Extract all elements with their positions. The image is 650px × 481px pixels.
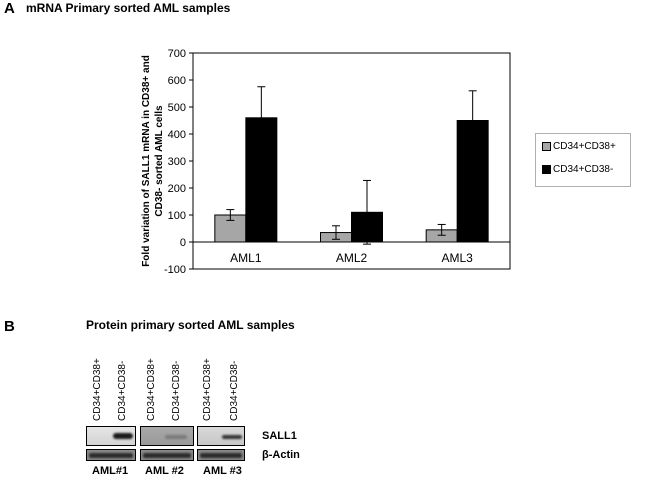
lane-label-1: CD34+CD38+ — [92, 358, 103, 421]
lane-label-4: CD34+CD38- — [171, 360, 182, 421]
y-tick-label-0: -100 — [164, 264, 186, 276]
blot-sall1-aml1 — [86, 426, 136, 446]
x-tick-label-aml3: AML3 — [441, 251, 473, 265]
blot-label-actin: β-Actin — [262, 449, 300, 461]
blot-actin-aml2 — [140, 449, 194, 461]
panel-a-letter: A — [4, 0, 15, 17]
blot-label-sall1: SALL1 — [262, 430, 297, 442]
panel-b-title: Protein primary sorted AML samples — [86, 318, 295, 332]
lane-label-2: CD34+CD38- — [117, 360, 128, 421]
band-actin-aml2 — [143, 453, 191, 458]
sample-label-aml1: AML#1 — [92, 465, 129, 477]
lane-label-6: CD34+CD38- — [229, 360, 240, 421]
bar-chart: -100 0 100 200 300 400 500 600 700 AML1 AML2 AML3 Fo… — [141, 48, 511, 276]
sample-label-aml2: AML #2 — [145, 465, 184, 477]
band-actin-aml3 — [200, 453, 242, 458]
legend-label-series-2: CD34+CD38- — [553, 164, 614, 175]
chart-legend: CD34+CD38+ CD34+CD38- — [535, 133, 631, 187]
blot-sall1-aml3 — [197, 426, 245, 446]
lane-label-3: CD34+CD38+ — [146, 358, 157, 421]
panel-b-letter: B — [4, 318, 15, 335]
x-tick-label-aml2: AML2 — [336, 251, 368, 265]
legend-label-series-1: CD34+CD38+ — [553, 141, 616, 152]
y-tick-label-7: 600 — [168, 75, 186, 87]
legend-item-series-1: CD34+CD38+ — [542, 141, 616, 152]
band-sall1-aml2 — [165, 435, 187, 439]
band-sall1-aml3 — [222, 435, 242, 439]
blot-actin-aml3 — [197, 449, 245, 461]
legend-swatch-series-1 — [542, 141, 551, 151]
y-tick-label-4: 300 — [168, 156, 186, 168]
y-axis-label: Fold variation of SALL1 mRNA in CD38+ an… — [141, 55, 165, 267]
band-actin-aml1 — [89, 453, 133, 458]
band-sall1-aml1 — [113, 433, 133, 439]
y-tick-label-2: 100 — [168, 210, 186, 222]
y-tick-label-3: 200 — [168, 183, 186, 195]
y-tick-label-1: 0 — [180, 237, 186, 249]
panel-a-title: mRNA Primary sorted AML samples — [26, 1, 231, 15]
sample-label-aml3: AML #3 — [203, 465, 242, 477]
y-axis-label-line-2: CD38- sorted AML cells — [154, 105, 165, 217]
lane-label-5: CD34+CD38+ — [202, 358, 213, 421]
y-axis-label-line-1: Fold variation of SALL1 mRNA in CD38+ an… — [141, 55, 152, 267]
blot-sall1-aml2 — [140, 426, 194, 446]
y-tick-label-8: 700 — [168, 48, 186, 60]
y-tick-label-5: 400 — [168, 129, 186, 141]
blot-actin-aml1 — [86, 449, 136, 461]
legend-swatch-series-2 — [542, 164, 551, 174]
y-tick-label-6: 500 — [168, 102, 186, 114]
x-tick-label-aml1: AML1 — [230, 251, 262, 265]
legend-item-series-2: CD34+CD38- — [542, 164, 613, 175]
